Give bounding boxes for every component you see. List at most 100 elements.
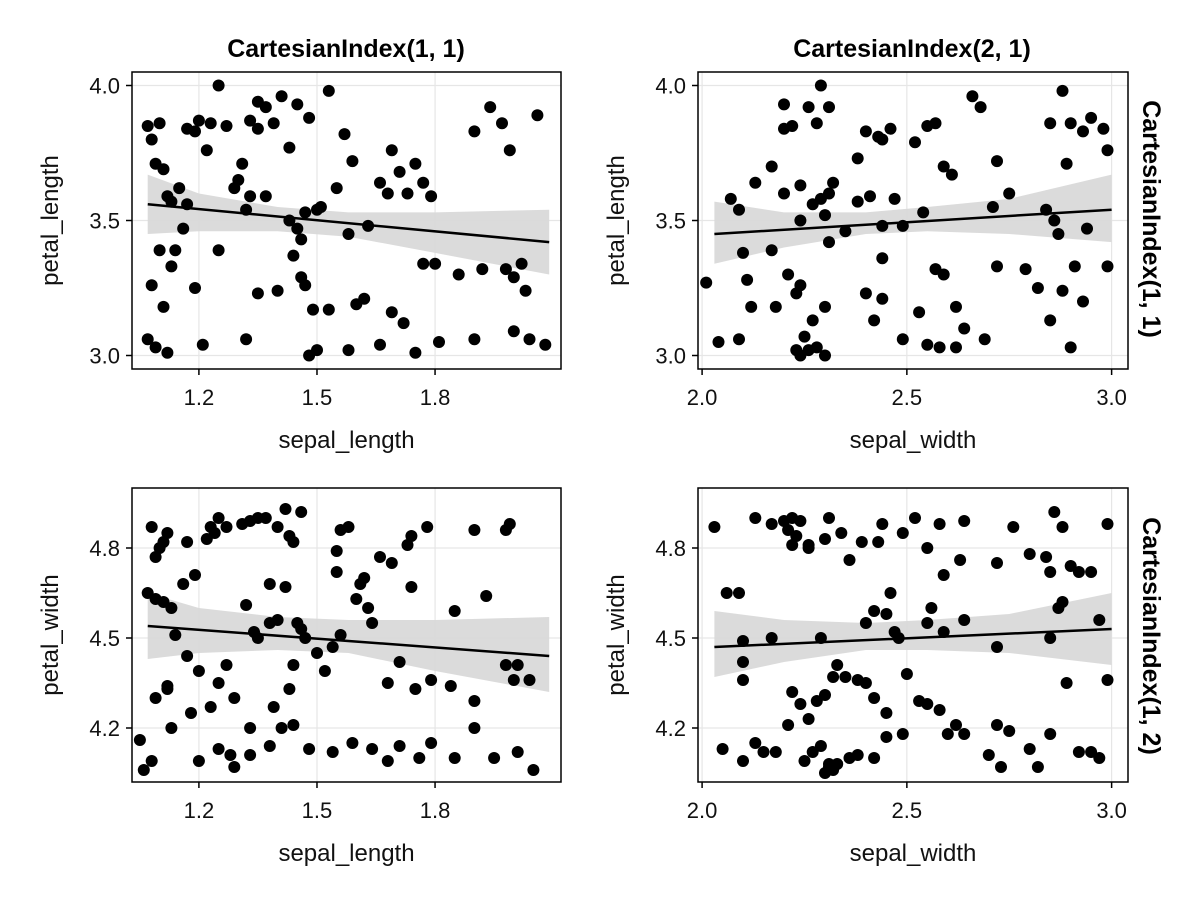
y-axis-label: petal_length (37, 155, 64, 286)
scatter-point (393, 656, 406, 668)
scatter-point (995, 761, 1007, 773)
scatter-point (978, 333, 991, 346)
scatter-point (733, 587, 745, 599)
scatter-point (468, 722, 481, 734)
scatter-point (425, 674, 438, 686)
scatter-point (165, 602, 178, 614)
scatter-point (917, 206, 930, 219)
scatter-point (831, 659, 844, 671)
scatter-point (876, 292, 889, 305)
plot-area (141, 79, 552, 362)
scatter-point (765, 160, 778, 173)
scatter-point (354, 578, 367, 590)
scatter-point (950, 300, 962, 313)
y-tick-label: 4.0 (655, 74, 686, 99)
scatter-point (503, 144, 516, 157)
scatter-point (868, 314, 881, 327)
scatter-point (966, 90, 979, 103)
scatter-point (737, 246, 749, 259)
plot-area (133, 503, 550, 776)
scatter-point (295, 506, 308, 518)
scatter-point (749, 737, 762, 749)
scatter-point (177, 578, 190, 590)
scatter-point (279, 503, 292, 515)
scatter-point (859, 125, 872, 138)
scatter-point (876, 518, 889, 530)
scatter-point (499, 524, 512, 536)
scatter-point (381, 187, 394, 200)
scatter-point (421, 521, 434, 533)
y-tick-label: 3.0 (655, 344, 686, 369)
scatter-point (346, 155, 359, 168)
scatter-point (958, 322, 971, 335)
scatter-point (476, 263, 489, 276)
scatter-point (141, 333, 154, 346)
scatter-point (843, 554, 856, 566)
scatter-point (1019, 263, 1032, 276)
row-title-2: CartesianIndex(1, 2) (1137, 517, 1165, 755)
scatter-point (145, 133, 158, 146)
scatter-point (515, 257, 528, 270)
scatter-point (161, 527, 174, 539)
scatter-point (880, 608, 893, 620)
scatter-point (1003, 725, 1016, 737)
scatter-point (271, 614, 284, 626)
x-tick-label: 2.0 (687, 385, 718, 410)
x-axis-label: sepal_width (850, 840, 977, 867)
scatter-point (185, 707, 197, 719)
scatter-point (314, 201, 327, 213)
x-tick-label: 3.0 (1096, 798, 1127, 823)
y-tick-label: 4.5 (655, 626, 686, 651)
scatter-point (240, 333, 253, 346)
scatter-point (765, 244, 778, 257)
x-axis-label: sepal_length (278, 427, 414, 454)
scatter-point (448, 752, 461, 764)
scatter-point (267, 701, 280, 713)
scatter-point (299, 279, 312, 292)
scatter-point (888, 192, 901, 205)
scatter-point (385, 144, 398, 157)
scatter-point (240, 599, 253, 611)
y-tick-label: 4.2 (89, 716, 120, 741)
scatter-point (236, 157, 249, 170)
scatter-point (153, 117, 166, 130)
scatter-point (1072, 566, 1085, 578)
scatter-point (405, 530, 418, 542)
scatter-point (413, 752, 426, 764)
scatter-point (157, 300, 170, 313)
scatter-point (212, 79, 225, 92)
col-title-2: CartesianIndex(2, 1) (793, 35, 1031, 63)
scatter-point (1085, 566, 1098, 578)
scatter-point (342, 521, 355, 533)
scatter-point (1031, 761, 1044, 773)
scatter-point (986, 201, 999, 213)
scatter-point (374, 551, 386, 563)
y-tick-label: 3.5 (655, 209, 686, 234)
scatter-point (433, 336, 445, 348)
scatter-point (157, 163, 170, 176)
scatter-point (228, 761, 241, 773)
scatter-point (149, 692, 162, 704)
scatter-point (794, 279, 807, 292)
scatter-point (737, 635, 749, 647)
scatter-point (712, 336, 725, 348)
scatter-point (733, 203, 745, 216)
scatter-point (263, 740, 276, 752)
scatter-point (937, 160, 950, 173)
scatter-point (1064, 117, 1077, 130)
scatter-point (827, 671, 840, 683)
scatter-point (991, 641, 1003, 653)
scatter-point (921, 542, 934, 554)
scatter-point (484, 101, 497, 114)
confidence-band (147, 174, 550, 275)
scatter-point (444, 680, 457, 692)
x-tick-label: 1.5 (302, 385, 333, 410)
x-tick-label: 2.0 (687, 798, 718, 823)
scatter-point (303, 111, 316, 124)
scatter-point (212, 512, 225, 524)
scatter-point (401, 539, 414, 551)
x-tick-label: 1.2 (184, 798, 215, 823)
scatter-point (169, 244, 182, 257)
scatter-point (700, 276, 713, 289)
scatter-point (868, 692, 881, 704)
